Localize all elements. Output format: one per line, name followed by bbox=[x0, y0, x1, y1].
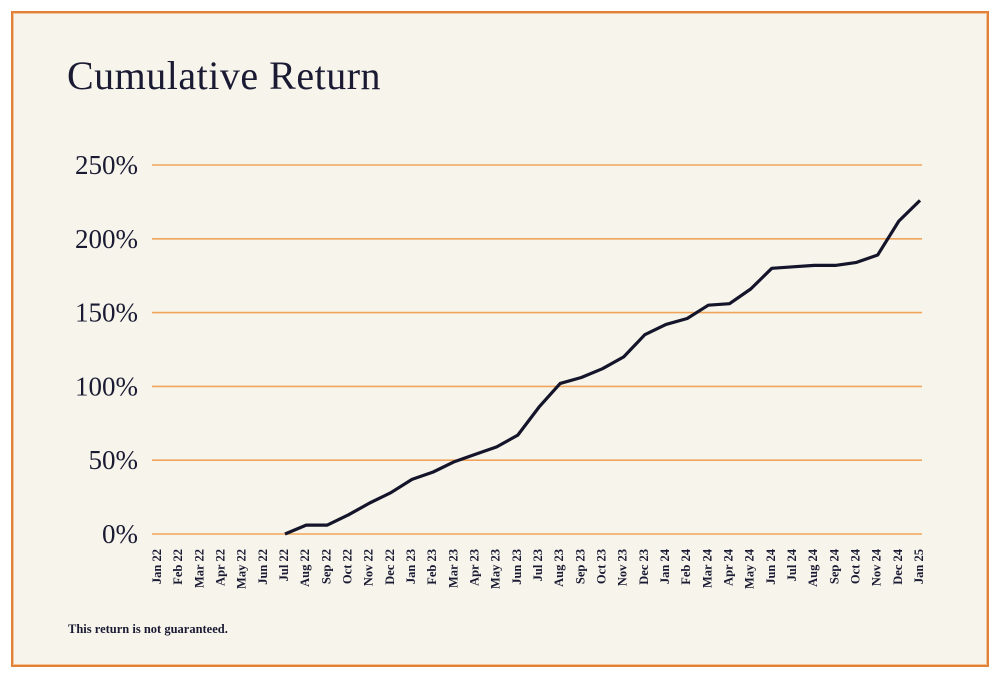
x-tick-label: Nov 24 bbox=[870, 548, 884, 586]
y-tick-label: 250% bbox=[75, 150, 138, 180]
y-tick-label: 200% bbox=[75, 224, 138, 254]
y-axis-tick-labels: 0% 50% 100% 150% 200% 250% bbox=[75, 150, 138, 549]
x-tick-label: Aug 22 bbox=[298, 549, 312, 587]
x-tick-label: Jan 23 bbox=[404, 549, 418, 584]
x-tick-label: Mar 23 bbox=[446, 549, 460, 588]
x-tick-label: May 23 bbox=[489, 549, 503, 589]
x-tick-label: Dec 22 bbox=[383, 549, 397, 585]
x-tick-label: May 24 bbox=[743, 548, 757, 589]
x-tick-label: Jul 22 bbox=[277, 549, 291, 581]
x-tick-label: Apr 23 bbox=[468, 549, 482, 586]
x-tick-label: Nov 23 bbox=[616, 549, 630, 586]
x-tick-label: Nov 22 bbox=[362, 549, 376, 586]
x-tick-label: Aug 23 bbox=[552, 549, 566, 587]
x-tick-label: Mar 24 bbox=[700, 548, 714, 588]
x-tick-label: Jan 22 bbox=[150, 549, 164, 584]
x-tick-label: Feb 24 bbox=[679, 548, 693, 585]
x-tick-label: Jan 25 bbox=[912, 549, 926, 584]
disclaimer-footnote: This return is not guaranteed. bbox=[68, 622, 228, 636]
y-tick-label: 150% bbox=[75, 298, 138, 328]
chart-card bbox=[11, 11, 989, 667]
x-tick-label: Aug 24 bbox=[806, 548, 820, 587]
x-tick-label: Jan 24 bbox=[658, 548, 672, 584]
x-tick-label: Feb 22 bbox=[171, 549, 185, 585]
x-tick-label: Mar 22 bbox=[192, 549, 206, 588]
x-tick-label: Feb 23 bbox=[425, 549, 439, 585]
x-axis-tick-labels: Jan 22 Feb 22 Mar 22 Apr 22 May 22 Jun 22 Jul … bbox=[150, 548, 926, 589]
x-tick-label: Jun 23 bbox=[510, 549, 524, 585]
chart-title: Cumulative Return bbox=[67, 53, 382, 98]
y-tick-label: 50% bbox=[89, 445, 139, 475]
x-tick-label: Jul 23 bbox=[531, 549, 545, 581]
return-line bbox=[284, 199, 922, 536]
x-tick-label: Sep 23 bbox=[573, 549, 587, 584]
gridlines-group bbox=[152, 164, 922, 535]
x-tick-label: Dec 24 bbox=[891, 548, 905, 584]
y-tick-label: 100% bbox=[75, 371, 138, 401]
x-tick-label: Jun 22 bbox=[256, 549, 270, 585]
x-tick-label: Sep 24 bbox=[827, 548, 841, 584]
x-tick-label: May 22 bbox=[235, 549, 249, 589]
x-tick-label: Apr 22 bbox=[214, 549, 228, 586]
x-tick-label: Oct 22 bbox=[341, 549, 355, 584]
x-tick-label: Dec 23 bbox=[637, 549, 651, 585]
x-tick-label: Oct 23 bbox=[595, 549, 609, 584]
x-tick-label: Apr 24 bbox=[722, 548, 736, 586]
y-tick-label: 0% bbox=[102, 519, 138, 549]
x-tick-label: Jul 24 bbox=[785, 548, 799, 581]
x-tick-label: Jun 24 bbox=[764, 548, 778, 585]
x-tick-label: Sep 22 bbox=[319, 549, 333, 584]
series-group bbox=[284, 199, 922, 536]
x-tick-label: Oct 24 bbox=[849, 548, 863, 584]
